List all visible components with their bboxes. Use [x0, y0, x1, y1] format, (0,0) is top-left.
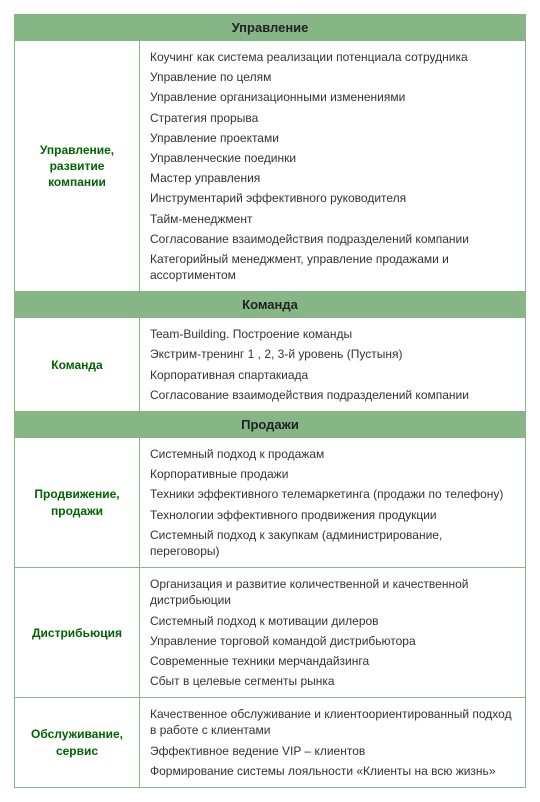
row-label: Команда	[15, 318, 140, 412]
section-header: Продажи	[15, 412, 526, 438]
list-item: Управление проектами	[150, 128, 515, 148]
list-item: Техники эффективного телемаркетинга (про…	[150, 484, 515, 504]
list-item: Эффективное ведение VIP – клиентов	[150, 741, 515, 761]
list-item: Системный подход к закупкам (администрир…	[150, 525, 515, 561]
section-header: Команда	[15, 292, 526, 318]
training-table: УправлениеУправление, развитие компанииК…	[14, 14, 526, 788]
list-item: Современные техники мерчандайзинга	[150, 651, 515, 671]
list-item: Управленческие поединки	[150, 148, 515, 168]
list-item: Формирование системы лояльности «Клиенты…	[150, 761, 515, 781]
row-content: Коучинг как система реализации потенциал…	[140, 41, 526, 292]
list-item: Управление по целям	[150, 67, 515, 87]
list-item: Тайм-менеджмент	[150, 209, 515, 229]
list-item: Team-Building. Построение команды	[150, 324, 515, 344]
list-item: Системный подход к мотивации дилеров	[150, 611, 515, 631]
list-item: Категорийный менеджмент, управление прод…	[150, 249, 515, 285]
section-header: Управление	[15, 15, 526, 41]
table-row: Управление, развитие компании Коучинг как…	[15, 41, 526, 292]
list-item: Корпоративные продажи	[150, 464, 515, 484]
list-item: Системный подход к продажам	[150, 444, 515, 464]
list-item: Сбыт в целевые сегменты рынка	[150, 671, 515, 691]
list-item: Согласование взаимодействия подразделени…	[150, 229, 515, 249]
table-row: КомандаTeam-Building. Построение команды…	[15, 318, 526, 412]
list-item: Инструментарий эффективного руководителя	[150, 188, 515, 208]
list-item: Организация и развитие количественной и …	[150, 574, 515, 610]
list-item: Коучинг как система реализации потенциал…	[150, 47, 515, 67]
row-label: Обслуживание, сервис	[15, 698, 140, 788]
row-content: Организация и развитие количественной и …	[140, 568, 526, 698]
list-item: Экстрим-тренинг 1 , 2, 3-й уровень (Пуст…	[150, 344, 515, 364]
row-content: Team-Building. Построение командыЭкстрим…	[140, 318, 526, 412]
row-content: Системный подход к продажамКорпоративные…	[140, 438, 526, 568]
row-label: Продвижение, продажи	[15, 438, 140, 568]
list-item: Качественное обслуживание и клиентоориен…	[150, 704, 515, 740]
list-item: Стратегия прорыва	[150, 108, 515, 128]
table-row: Дистрибьюция Организация и развитие колич…	[15, 568, 526, 698]
list-item: Согласование взаимодействия подразделени…	[150, 385, 515, 405]
list-item: Технологии эффективного продвижения прод…	[150, 505, 515, 525]
row-content: Качественное обслуживание и клиентоориен…	[140, 698, 526, 788]
list-item: Мастер управления	[150, 168, 515, 188]
list-item: Управление торговой командой дистрибьюто…	[150, 631, 515, 651]
row-label: Дистрибьюция	[15, 568, 140, 698]
table-row: Продвижение, продажиСистемный подход к п…	[15, 438, 526, 568]
list-item: Корпоративная спартакиада	[150, 365, 515, 385]
table-row: Обслуживание, сервис Качественное обслужи…	[15, 698, 526, 788]
row-label: Управление, развитие компании	[15, 41, 140, 292]
list-item: Управление организационными изменениями	[150, 87, 515, 107]
